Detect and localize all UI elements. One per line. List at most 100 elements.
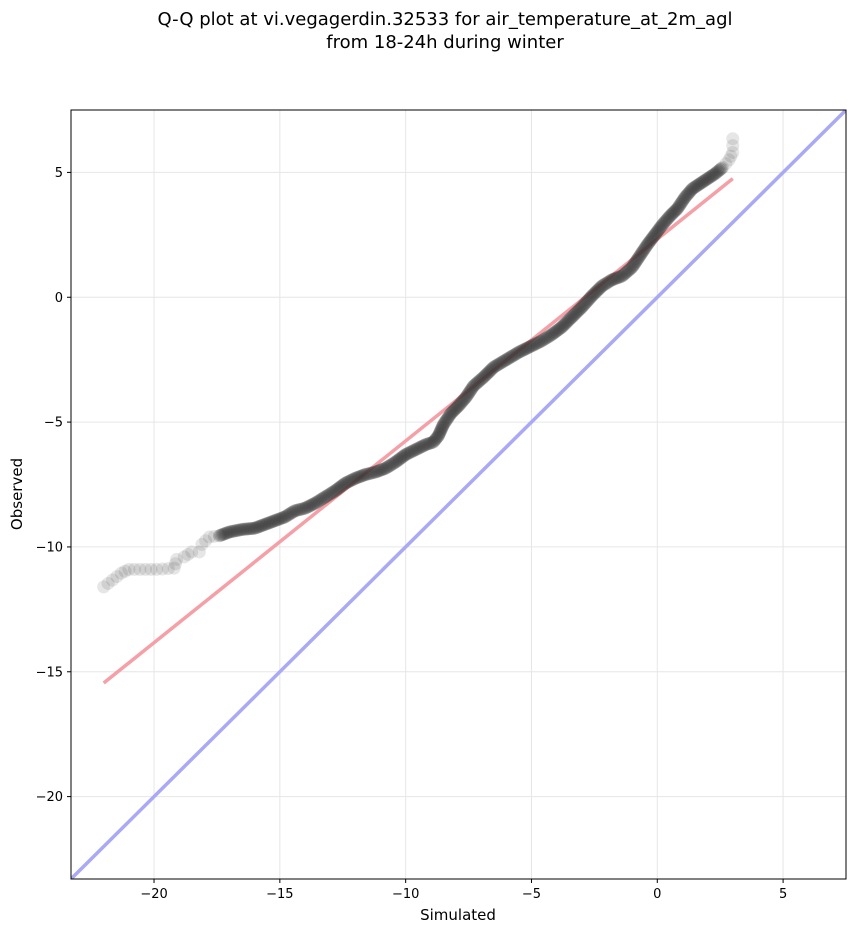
quantile-point <box>555 320 569 334</box>
quantile-point <box>455 395 469 409</box>
quantile-point <box>428 433 442 447</box>
quantile-point <box>325 486 339 500</box>
quantile-point <box>226 524 240 538</box>
quantile-point <box>452 399 465 413</box>
quantile-point <box>252 520 266 534</box>
quantile-point <box>430 430 444 444</box>
quantile-point <box>576 299 590 313</box>
quantile-point <box>449 401 463 415</box>
quantile-point <box>437 416 451 430</box>
quantile-point <box>328 484 342 498</box>
quantile-point <box>578 296 592 310</box>
quantile-point <box>435 420 449 434</box>
quantile-point <box>575 300 589 314</box>
quantile-point <box>546 327 560 341</box>
quantile-point <box>445 405 459 419</box>
y-tick-label: 0 <box>55 291 63 306</box>
quantile-point <box>144 562 158 576</box>
quantile-point <box>114 566 128 580</box>
quantile-point <box>296 502 310 516</box>
quantile-point <box>629 255 643 269</box>
quantile-point <box>611 271 625 285</box>
quantile-point <box>207 529 221 543</box>
quantile-point <box>498 354 512 368</box>
quantile-point <box>268 514 282 528</box>
quantile-point <box>350 471 364 485</box>
quantile-point <box>235 522 249 536</box>
quantile-point <box>331 482 345 496</box>
y-tick-label: 5 <box>55 166 63 181</box>
quantile-point <box>692 177 706 191</box>
chart-title-line-1: Q-Q plot at vi.vegagerdin.32533 for air_… <box>157 9 733 30</box>
quantile-point <box>365 466 379 480</box>
quantile-point <box>569 306 583 320</box>
quantile-point <box>353 470 367 484</box>
quantile-point <box>699 172 713 186</box>
quantile-point <box>545 328 559 342</box>
quantile-point <box>552 322 566 336</box>
quantile-point <box>150 562 164 576</box>
quantile-point <box>261 516 275 530</box>
quantile-point <box>488 359 502 373</box>
quantile-point <box>583 292 597 306</box>
quantile-point <box>229 524 243 538</box>
quantile-point <box>663 209 677 223</box>
quantile-point <box>433 425 447 439</box>
quantile-point <box>402 446 416 460</box>
quantile-point <box>726 139 740 153</box>
quantile-point <box>272 512 286 526</box>
quantile-point <box>356 469 370 483</box>
quantile-point <box>460 389 474 403</box>
quantile-point <box>307 497 321 511</box>
quantile-point <box>709 166 723 180</box>
x-tick-label: 0 <box>653 887 661 902</box>
quantile-point <box>241 522 255 536</box>
quantile-point <box>601 275 615 289</box>
quantile-point <box>501 352 515 366</box>
x-tick-label: −20 <box>140 887 167 902</box>
quantile-point <box>594 280 608 294</box>
quantile-point <box>678 190 692 204</box>
quantile-point <box>434 423 448 437</box>
quantile-point <box>712 164 726 178</box>
quantile-point <box>481 366 495 380</box>
quantile-point <box>453 398 467 412</box>
quantile-point <box>161 562 175 576</box>
quantile-point <box>652 222 666 236</box>
quantile-point <box>519 342 533 356</box>
quantile-point <box>311 494 325 508</box>
quantile-point <box>626 259 640 273</box>
quantile-point <box>636 243 650 257</box>
quantile-point <box>416 439 430 453</box>
quantile-point <box>97 580 111 594</box>
quantile-point <box>703 170 717 184</box>
quantile-point <box>343 474 357 488</box>
quantile-point <box>448 402 462 416</box>
quantile-point <box>704 169 718 183</box>
x-tick-label: 5 <box>779 887 787 902</box>
quantile-point <box>220 526 234 540</box>
quantile-point <box>645 232 659 246</box>
quantile-point <box>399 448 413 462</box>
quantile-point <box>224 525 238 539</box>
quantile-point <box>391 453 405 467</box>
quantile-point <box>560 315 574 329</box>
quantile-point <box>559 316 573 330</box>
quantile-point <box>429 431 443 445</box>
quantile-point <box>264 515 278 529</box>
quantile-point <box>344 473 358 487</box>
quantile-point <box>714 161 728 175</box>
quantile-point <box>526 338 540 352</box>
quantile-point <box>392 452 406 466</box>
quantile-point <box>657 215 671 229</box>
quantile-point <box>693 177 707 191</box>
quantile-point <box>438 415 452 429</box>
quantile-point <box>278 510 292 524</box>
quantile-point <box>640 238 654 252</box>
quantile-point <box>589 285 603 299</box>
quantile-point <box>312 494 326 508</box>
quantile-point <box>253 519 267 533</box>
quantile-point <box>648 228 662 242</box>
quantile-point <box>675 195 689 209</box>
quantile-point <box>321 488 335 502</box>
